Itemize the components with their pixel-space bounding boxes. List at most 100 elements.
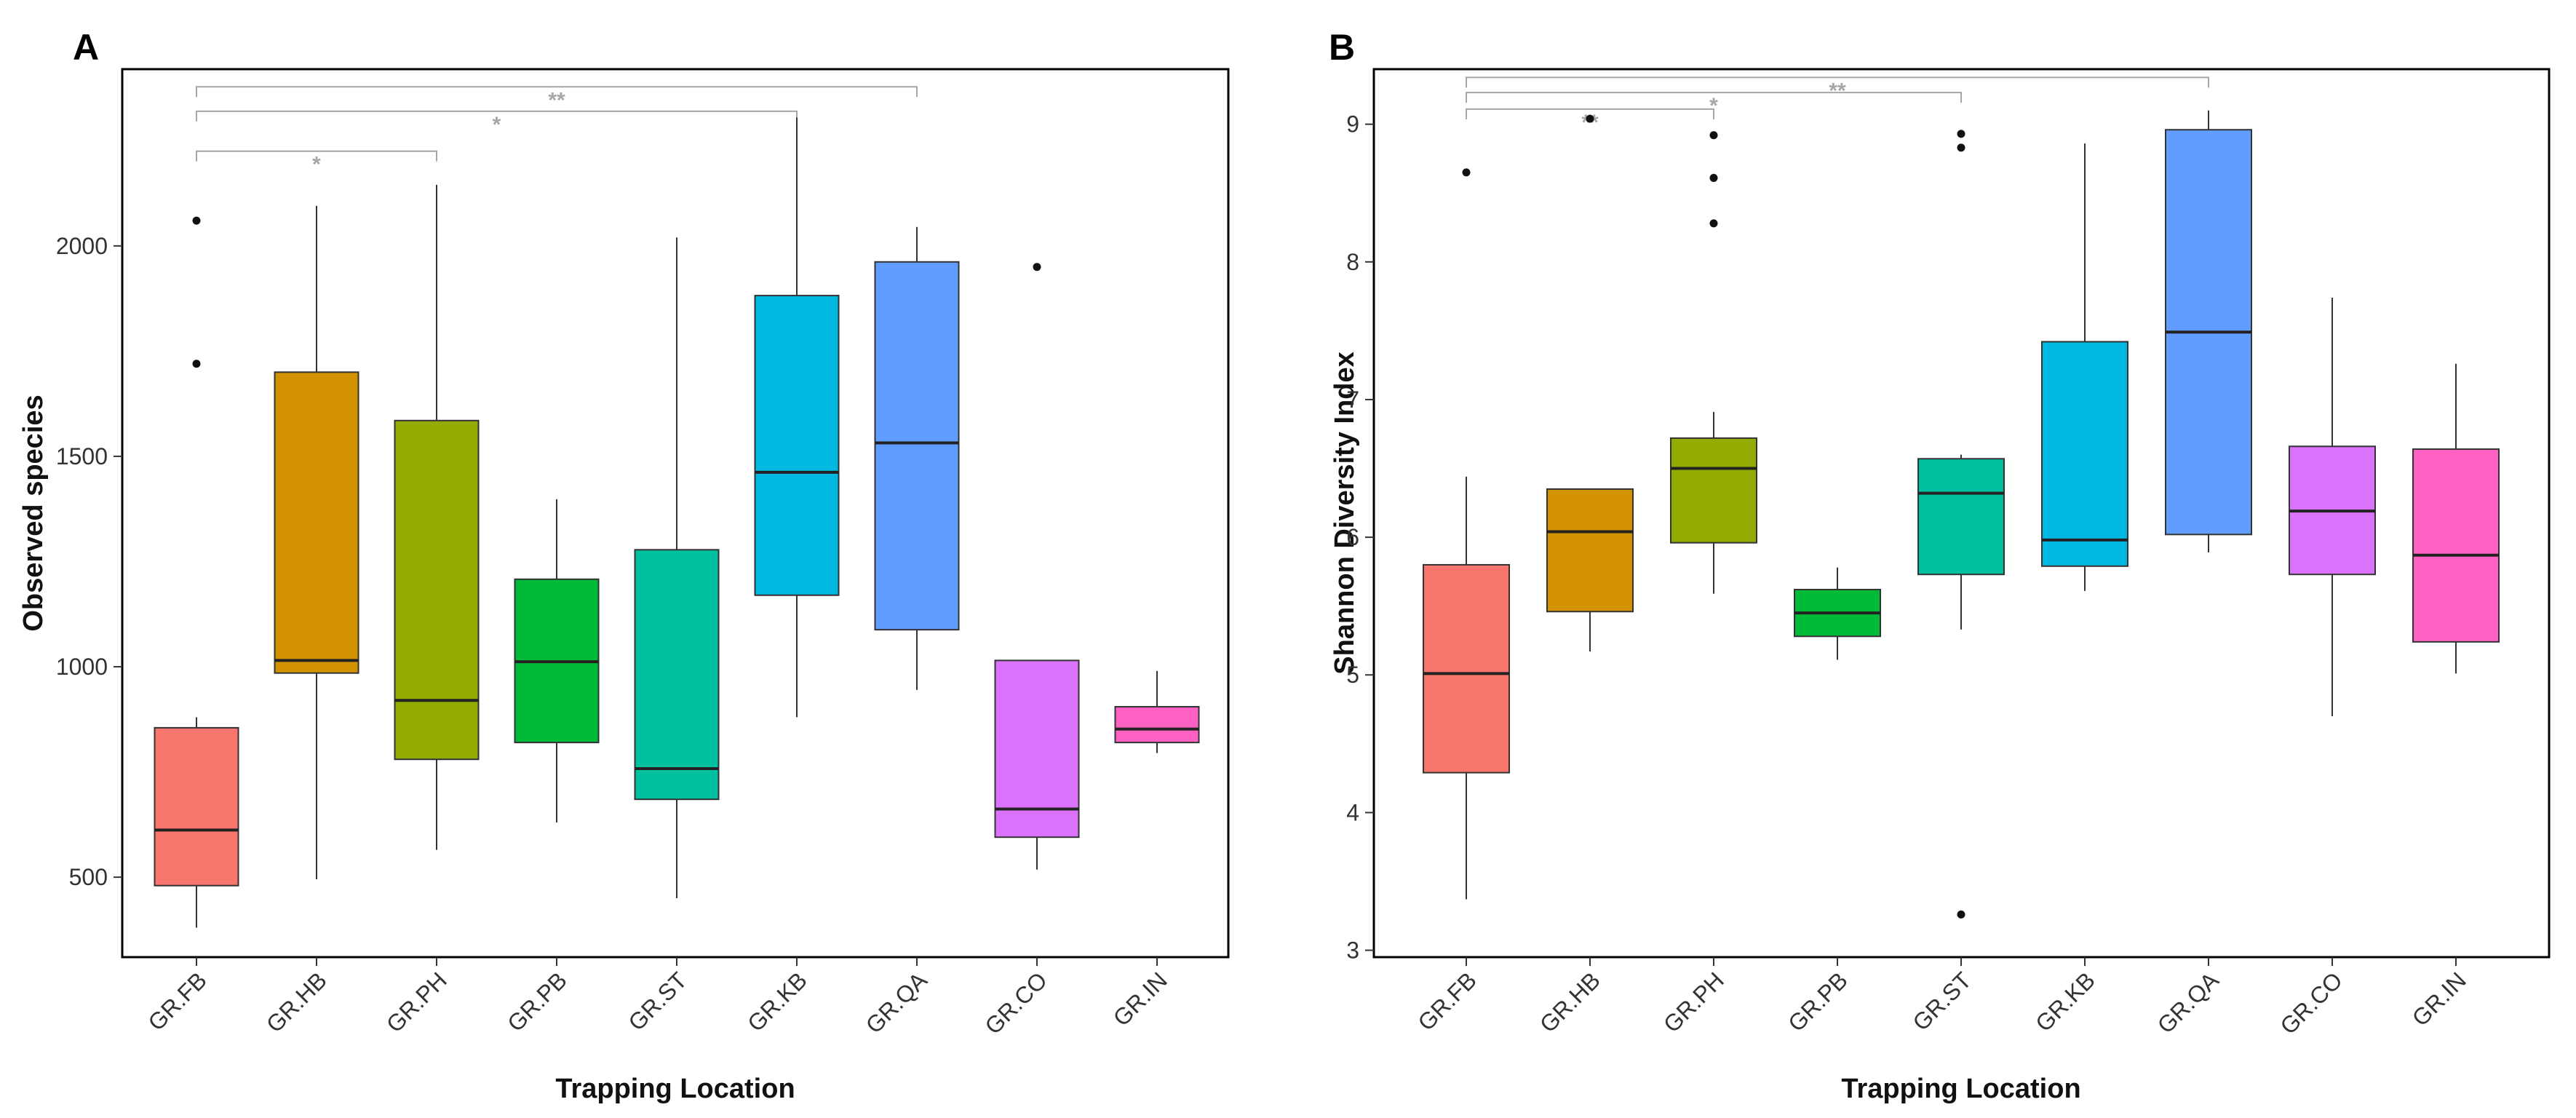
y-tick-label: 7 [1346,386,1359,413]
box-gr-ph [1670,131,1757,594]
box-gr-qa [2165,110,2252,552]
iqr-box [874,261,960,631]
iqr-box [1546,488,1634,613]
outlier-point [192,360,201,368]
outlier-point [192,216,201,225]
outlier-point [1033,263,1041,271]
significance-bracket: * [1466,92,1962,118]
box-gr-ph [394,185,480,850]
significance-label: ** [548,88,565,112]
box-gr-co [994,263,1080,870]
outlier-point [1957,143,1965,152]
significance-bracket: * [196,110,798,137]
box-gr-kb [754,117,840,718]
x-tick-label: GR.HB [261,967,332,1037]
x-axis-b: GR.FB GR.HB GR.PH GR.PB GR.ST GR.KB GR.QA GR.CO… [1412,957,2471,1039]
boxplots-b [1423,110,2500,919]
iqr-box [2041,341,2128,567]
x-tick-label: GR.ST [1907,967,1976,1036]
iqr-box [2412,448,2500,643]
x-tick-label: GR.CO [979,967,1052,1039]
y-tick-label: 3 [1346,937,1359,964]
iqr-box [754,295,840,596]
box-gr-hb [274,205,359,880]
y-tick-label: 5 [1346,662,1359,688]
x-tick-label: GR.QA [861,967,933,1039]
box-gr-co [2289,297,2376,716]
significance-brackets-b: ***** [1466,76,2209,135]
x-tick-label: GR.PB [1783,967,1853,1036]
y-tick-label: 2000 [56,233,108,259]
box-gr-fb [1423,168,1510,900]
box-gr-hb [1546,114,1634,652]
y-tick-label: 1000 [56,654,108,680]
bracket-line [1466,108,1714,119]
bracket-line [196,86,918,98]
y-tick-label: 4 [1346,799,1359,825]
x-tick-label: GR.KB [742,967,812,1036]
y-axis-b: 3 4 5 6 7 8 9 [1346,111,1374,964]
panel-letter-a: A [73,27,99,68]
y-axis-title-a: Observed species [18,395,49,631]
bracket-line [196,150,437,162]
y-tick-label: 500 [69,864,108,890]
boxplots-a [154,117,1200,928]
x-tick-label: GR.IN [2407,967,2471,1031]
box-gr-kb [2041,143,2128,591]
significance-bracket: * [196,150,437,177]
iqr-box [274,371,359,674]
iqr-box [994,659,1080,838]
box-gr-qa [874,226,960,690]
box-gr-in [2412,363,2500,674]
y-axis-a: 500 1000 1500 2000 [56,233,122,890]
outlier-point [1462,168,1471,177]
x-axis-title-a: Trapping Location [555,1074,795,1104]
outlier-point [1957,910,1965,919]
panel-letter-b: B [1329,27,1355,68]
box-gr-st [634,237,720,899]
box-gr-in [1114,670,1200,753]
iqr-box [634,549,720,801]
y-tick-label: 9 [1346,111,1359,138]
iqr-box [1114,705,1200,744]
significance-bracket: ** [1466,76,2209,103]
significance-label: ** [1829,79,1846,103]
x-tick-label: GR.KB [2030,967,2100,1036]
outlier-point [1709,173,1718,182]
y-tick-label: 6 [1346,524,1359,550]
panel-b-shannon-diversity: B Shannon Diversity Index Trapping Locat… [1329,27,2551,1104]
plot-frame-a [121,68,1230,959]
panel-a-observed-species: A Observed species Trapping Location 500… [18,27,1230,1104]
x-tick-label: GR.HB [1535,967,1605,1037]
x-tick-label: GR.QA [2152,967,2225,1039]
iqr-box [1917,458,2005,576]
x-tick-label: GR.PH [1658,967,1729,1037]
significance-bracket: ** [196,86,918,112]
x-tick-label: GR.ST [623,967,692,1036]
y-tick-label: 8 [1346,249,1359,275]
outlier-point [1709,219,1718,228]
significance-label: * [1709,94,1718,118]
y-axis-title-b: Shannon Diversity Index [1329,352,1360,674]
bracket-line [1466,76,2209,88]
x-tick-label: GR.FB [143,967,212,1036]
box-gr-st [1917,130,2005,919]
significance-label: * [493,113,501,137]
x-tick-label: GR.CO [2275,967,2348,1039]
outlier-point [1957,130,1965,138]
significance-brackets-a: **** [196,86,918,177]
x-axis-title-b: Trapping Location [1841,1074,2080,1104]
iqr-box [154,726,239,887]
x-axis-a: GR.FB GR.HB GR.PH GR.PB GR.ST GR.KB GR.QA GR.CO… [143,957,1172,1039]
bracket-line [196,110,798,122]
box-gr-pb [1794,567,1881,660]
iqr-box [1670,437,1757,544]
bracket-line [1466,92,1962,103]
x-tick-label: GR.IN [1108,967,1172,1031]
y-tick-label: 1500 [56,443,108,469]
significance-label: * [312,153,321,177]
x-tick-label: GR.FB [1412,967,1482,1036]
iqr-box [394,419,480,761]
outlier-point [1586,114,1594,123]
